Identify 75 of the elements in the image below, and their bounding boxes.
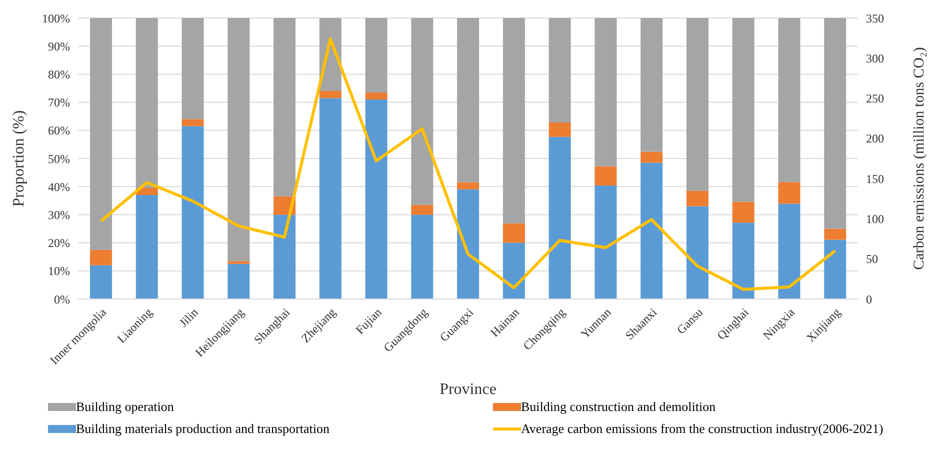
bar <box>640 18 663 152</box>
bar <box>686 190 708 206</box>
bar <box>182 119 204 126</box>
y-tick-label: 40% <box>48 180 70 194</box>
bar <box>548 18 571 123</box>
bar <box>594 18 617 166</box>
y2-tick-label: 350 <box>866 11 884 26</box>
bar <box>824 18 846 229</box>
y2-tick-label: 150 <box>866 172 884 186</box>
bar <box>457 182 480 190</box>
bar <box>274 18 296 196</box>
bar <box>457 18 480 182</box>
bar <box>228 264 250 299</box>
x-axis-title: Province <box>440 381 496 398</box>
bar <box>411 214 434 299</box>
bar <box>411 204 434 215</box>
y2-tick-label: 0 <box>866 292 872 306</box>
bar <box>732 18 754 202</box>
bar <box>457 189 480 299</box>
y-tick-label: 30% <box>48 208 70 222</box>
y-tick-label: 90% <box>48 39 70 54</box>
bar <box>640 152 663 163</box>
bar <box>228 18 250 262</box>
y-tick-label: 60% <box>48 124 70 138</box>
bar <box>228 261 250 264</box>
y2-tick-label: 100 <box>866 212 884 226</box>
y-tick-label: 70% <box>48 96 70 110</box>
bar <box>90 250 112 266</box>
y2-tick-label: 300 <box>866 51 884 66</box>
y-tick-label: 80% <box>48 67 70 82</box>
bar <box>365 18 388 92</box>
bar <box>90 265 112 299</box>
legend-label: Building materials production and transportation <box>76 421 330 437</box>
bar <box>90 18 112 250</box>
bar <box>594 185 617 299</box>
bar <box>732 222 754 299</box>
bar <box>136 18 158 188</box>
y2-tick-label: 50 <box>866 252 878 266</box>
bar <box>502 18 525 224</box>
bar <box>411 18 434 205</box>
bar <box>824 228 846 240</box>
legend-label: Average carbon emissions from the construction industry(2006-2021) <box>521 421 884 437</box>
y-tick-label: 100% <box>42 11 70 26</box>
bar <box>502 242 525 299</box>
y2-tick-label: 250 <box>866 92 884 106</box>
bar <box>686 206 708 299</box>
bar <box>319 98 342 299</box>
y-axis-title: Proportion (%) <box>10 110 28 207</box>
legend-label: Building construction and demolition <box>521 399 716 415</box>
y-tick-label: 20% <box>48 236 70 250</box>
bar <box>778 204 800 299</box>
bar <box>640 162 663 299</box>
y-tick-label: 10% <box>48 264 70 278</box>
bar <box>686 18 708 191</box>
y-tick-label: 50% <box>48 152 70 166</box>
bar <box>365 92 388 100</box>
bar <box>182 126 204 299</box>
bar <box>548 136 571 299</box>
y2-tick-label: 200 <box>866 132 884 146</box>
bar <box>136 195 158 299</box>
bar <box>502 223 525 243</box>
bar <box>274 214 296 299</box>
bar <box>594 166 617 186</box>
y-tick-label: 0% <box>54 292 70 306</box>
line-series <box>99 37 837 291</box>
bar <box>365 99 388 299</box>
bar <box>548 122 571 137</box>
bar <box>778 182 800 204</box>
bar <box>182 18 204 120</box>
y2-axis-title: Carbon emissions (million tons CO₂) <box>911 47 928 270</box>
bar <box>319 91 342 98</box>
bar <box>778 18 800 182</box>
bar <box>732 202 754 223</box>
bar <box>824 240 846 299</box>
legend-label: Building operation <box>76 399 174 415</box>
